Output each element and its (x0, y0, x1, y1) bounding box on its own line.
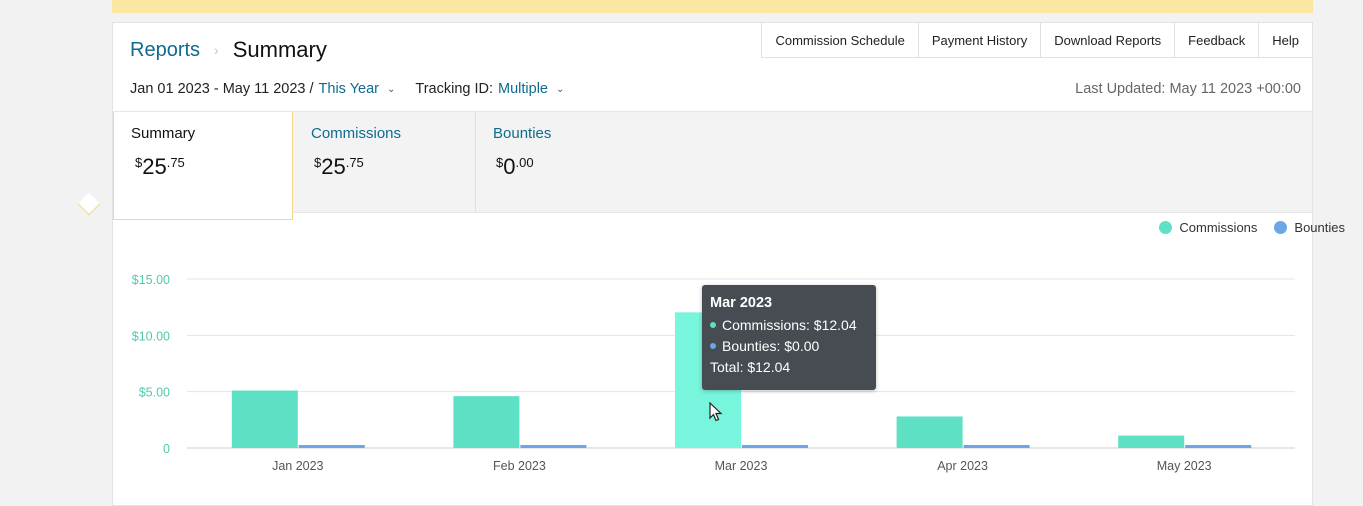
bounties-amount: $0.00 (496, 154, 534, 180)
commission-schedule-button[interactable]: Commission Schedule (761, 22, 919, 58)
y-tick-label: 0 (163, 442, 170, 456)
y-tick-label: $15.00 (132, 273, 170, 287)
chevron-down-icon[interactable]: ⌄ (555, 83, 565, 95)
currency-symbol: $ (135, 155, 143, 170)
commissions-dot-icon (710, 322, 716, 329)
tooltip-commissions-line: Commissions: $12.04 (710, 317, 868, 333)
legend-label-bounties: Bounties (1294, 220, 1345, 235)
amount-cents: .00 (515, 155, 534, 170)
x-tick-label: Mar 2023 (715, 459, 768, 473)
report-toolbar: Commission Schedule Payment History Down… (761, 22, 1313, 58)
bounties-legend-dot (1274, 221, 1288, 234)
chart-tooltip: Mar 2023 Commissions: $12.04 Bounties: $… (702, 285, 876, 390)
tracking-id-label: Tracking ID: (415, 81, 494, 97)
x-tick-label: Feb 2023 (493, 459, 546, 473)
breadcrumb-separator: › (214, 42, 219, 58)
mouse-cursor-icon (709, 402, 723, 422)
last-updated-text: Last Updated: May 11 2023 +00:00 (1075, 81, 1301, 97)
currency-symbol: $ (314, 155, 322, 170)
tab-summary[interactable]: Summary $25.75 (113, 112, 293, 220)
bounties-bar (520, 445, 587, 448)
tooltip-bounties-line: Bounties: $0.00 (710, 338, 868, 354)
currency-symbol: $ (496, 155, 504, 170)
amount-whole: 0 (503, 154, 516, 179)
tab-divider (475, 112, 476, 213)
amount-cents: .75 (345, 155, 364, 170)
summary-tabs: Summary $25.75 Commissions $25.75 Bounti… (113, 111, 1312, 220)
notice-banner (112, 0, 1313, 13)
tab-bounties-label: Bounties (493, 125, 552, 142)
commissions-bar (896, 416, 963, 448)
summary-panel: Reports › Summary Commission Schedule Pa… (112, 22, 1313, 506)
legend-item-commissions[interactable]: Commissions (1159, 220, 1257, 235)
legend-label-commissions: Commissions (1179, 220, 1258, 235)
legend-item-bounties[interactable]: Bounties (1274, 220, 1345, 235)
tab-commissions-label: Commissions (311, 125, 402, 142)
commissions-bar (1118, 435, 1185, 448)
page-title: Summary (232, 37, 327, 62)
bounties-bar (1185, 445, 1252, 448)
tab-summary-label: Summary (131, 125, 196, 142)
tracking-id-dropdown[interactable]: Multiple (498, 81, 548, 97)
x-tick-label: May 2023 (1157, 459, 1212, 473)
date-range-text: Jan 01 2023 - May 11 2023 / (130, 81, 314, 97)
help-button[interactable]: Help (1259, 22, 1313, 58)
tooltip-bounties: Bounties: $0.00 (722, 338, 820, 354)
breadcrumb-reports-link[interactable]: Reports (130, 38, 201, 61)
filter-row: Jan 01 2023 - May 11 2023 / This Year ⌄ … (130, 81, 584, 97)
period-dropdown[interactable]: This Year (318, 81, 379, 97)
download-reports-button[interactable]: Download Reports (1041, 22, 1176, 58)
bounties-dot-icon (710, 343, 716, 350)
amount-cents: .75 (166, 155, 185, 170)
tooltip-total: Total: $12.04 (710, 359, 791, 375)
x-tick-label: Jan 2023 (272, 459, 323, 473)
tooltip-title: Mar 2023 (710, 295, 773, 311)
chevron-down-icon[interactable]: ⌄ (387, 83, 396, 95)
feedback-button[interactable]: Feedback (1175, 22, 1260, 58)
bounties-bar (742, 445, 808, 448)
tab-bounties[interactable]: Bounties $0.00 (475, 112, 655, 213)
tab-commissions[interactable]: Commissions $25.75 (293, 112, 475, 213)
breadcrumb: Reports › Summary (130, 37, 327, 63)
payment-history-button[interactable]: Payment History (918, 22, 1042, 58)
commissions-legend-dot (1159, 221, 1173, 234)
amount-whole: 25 (142, 154, 167, 179)
tooltip-commissions: Commissions: $12.04 (722, 317, 857, 333)
bounties-bar (298, 445, 365, 448)
chart-legend: Commissions Bounties (1142, 220, 1345, 235)
summary-amount: $25.75 (135, 154, 185, 180)
commissions-bar (231, 390, 298, 448)
commissions-bar (453, 396, 520, 448)
y-tick-label: $5.00 (139, 386, 170, 400)
commissions-amount: $25.75 (314, 154, 364, 180)
bounties-bar (963, 445, 1030, 448)
x-tick-label: Apr 2023 (937, 459, 988, 473)
amount-whole: 25 (321, 154, 346, 179)
y-tick-label: $10.00 (132, 329, 170, 343)
